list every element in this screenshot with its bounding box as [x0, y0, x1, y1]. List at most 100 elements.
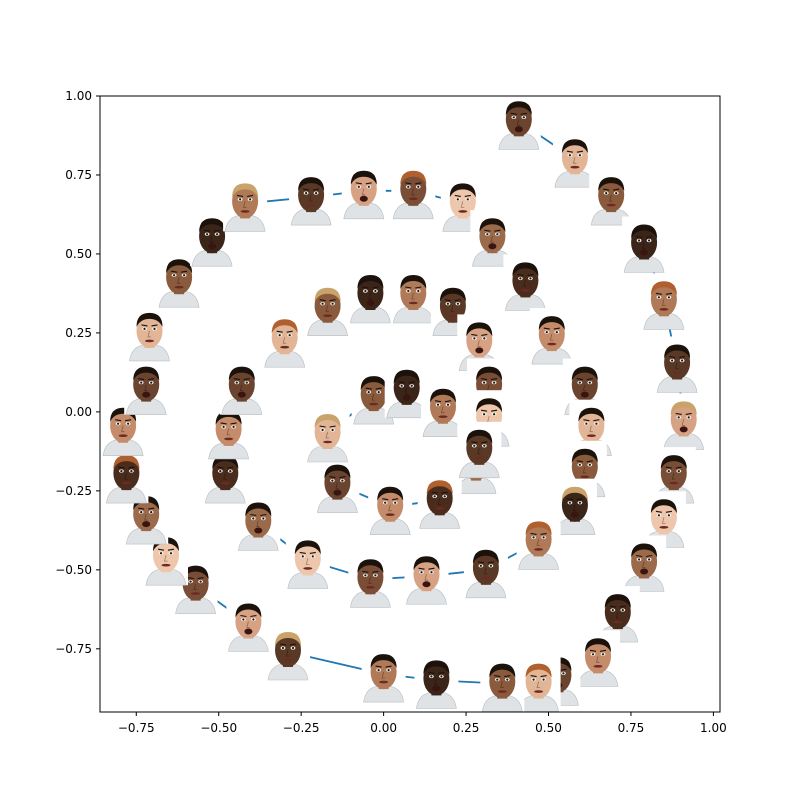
- face-head: [400, 276, 427, 310]
- face-pupil: [496, 233, 499, 236]
- face-mouth: [475, 347, 484, 354]
- face-pupil: [367, 391, 370, 394]
- face-brow: [636, 554, 653, 558]
- face-mouth: [254, 527, 263, 534]
- face-marker: [496, 93, 541, 150]
- face-head: [664, 345, 691, 380]
- face-mouth: [534, 690, 544, 693]
- face-hair: [538, 316, 565, 331]
- face-brow: [220, 422, 237, 425]
- face-pupil: [555, 331, 558, 334]
- face-marker: [341, 162, 386, 220]
- face-brow: [418, 567, 435, 570]
- face-nose: [661, 299, 666, 306]
- face-nose: [121, 425, 125, 433]
- face-pupil: [357, 185, 360, 188]
- face-pupil: [245, 381, 248, 384]
- face-nose: [144, 514, 148, 521]
- face-pupil: [483, 444, 486, 447]
- face-brow: [444, 299, 461, 302]
- face-nose: [615, 612, 620, 619]
- face-hair: [571, 366, 598, 381]
- face-mouth: [224, 437, 234, 441]
- face-brow: [576, 460, 593, 463]
- face-pupil: [291, 646, 295, 650]
- y-tick-label: 0.25: [65, 326, 92, 340]
- face-nose: [523, 280, 527, 287]
- face-marker: [457, 421, 502, 479]
- face-nose: [282, 337, 287, 344]
- face-hair: [439, 287, 466, 302]
- face-head: [133, 367, 160, 402]
- face-brow: [187, 577, 204, 580]
- face-head: [235, 604, 262, 639]
- face-head: [212, 456, 239, 491]
- face-head: [360, 377, 387, 412]
- face-marker: [516, 655, 561, 712]
- face-brow: [250, 513, 267, 517]
- face-pupil: [249, 198, 252, 201]
- face-mouth: [408, 301, 418, 305]
- face-mouth: [369, 402, 379, 406]
- face-brow: [481, 409, 498, 412]
- y-tick-label: 0.00: [65, 405, 92, 419]
- face-mouth: [488, 243, 497, 250]
- face-brow: [655, 292, 672, 295]
- face-mouth: [432, 685, 441, 692]
- face-pupil: [407, 289, 410, 293]
- face-mouth: [191, 592, 201, 595]
- face-head: [294, 541, 321, 576]
- face-pupil: [150, 381, 153, 384]
- face-mouth: [174, 285, 184, 289]
- face-nose: [193, 583, 198, 590]
- face-nose: [325, 305, 330, 313]
- face-head: [505, 102, 532, 137]
- face-hair: [426, 480, 453, 495]
- face-hair: [314, 414, 341, 428]
- face-head: [489, 664, 516, 699]
- face-head: [166, 260, 193, 295]
- face-pupil: [493, 381, 496, 384]
- face-hair: [377, 486, 404, 501]
- x-tick-label: −0.25: [283, 721, 320, 735]
- face-mouth: [438, 415, 448, 418]
- face-mouth: [379, 680, 389, 684]
- face-marker: [641, 273, 686, 330]
- face-nose: [572, 157, 577, 164]
- face-pupil: [681, 359, 684, 362]
- face-marker: [655, 336, 700, 393]
- face-mouth: [422, 581, 431, 588]
- face-pupil: [483, 413, 486, 416]
- face-marker: [391, 162, 436, 220]
- face-pupil: [311, 555, 314, 558]
- face-nose: [460, 201, 465, 208]
- face-pupil: [229, 470, 232, 473]
- face-mouth: [514, 126, 523, 133]
- face-head: [430, 389, 456, 424]
- face-head: [439, 288, 466, 323]
- face-brow: [303, 188, 320, 191]
- face-nose: [589, 425, 593, 433]
- face-head: [578, 408, 605, 443]
- face-nose: [477, 447, 481, 455]
- face-marker: [516, 513, 561, 570]
- face-brow: [481, 378, 498, 381]
- face-pupil: [568, 154, 571, 157]
- face-mouth: [385, 513, 395, 516]
- face-head: [314, 415, 341, 449]
- face-pupil: [305, 192, 308, 195]
- face-brow: [319, 299, 336, 302]
- face-nose: [582, 384, 587, 392]
- face-marker: [226, 595, 271, 652]
- face-pupil: [667, 514, 670, 517]
- face-head: [631, 544, 658, 579]
- face-brow: [484, 229, 501, 232]
- face-mouth: [118, 434, 128, 437]
- face-mouth: [306, 203, 316, 207]
- face-mouth: [448, 314, 458, 317]
- face-pupil: [252, 517, 255, 520]
- face-mouth: [280, 345, 290, 349]
- face-brow: [362, 286, 379, 289]
- face-pupil: [281, 646, 285, 650]
- face-mouth: [208, 243, 217, 250]
